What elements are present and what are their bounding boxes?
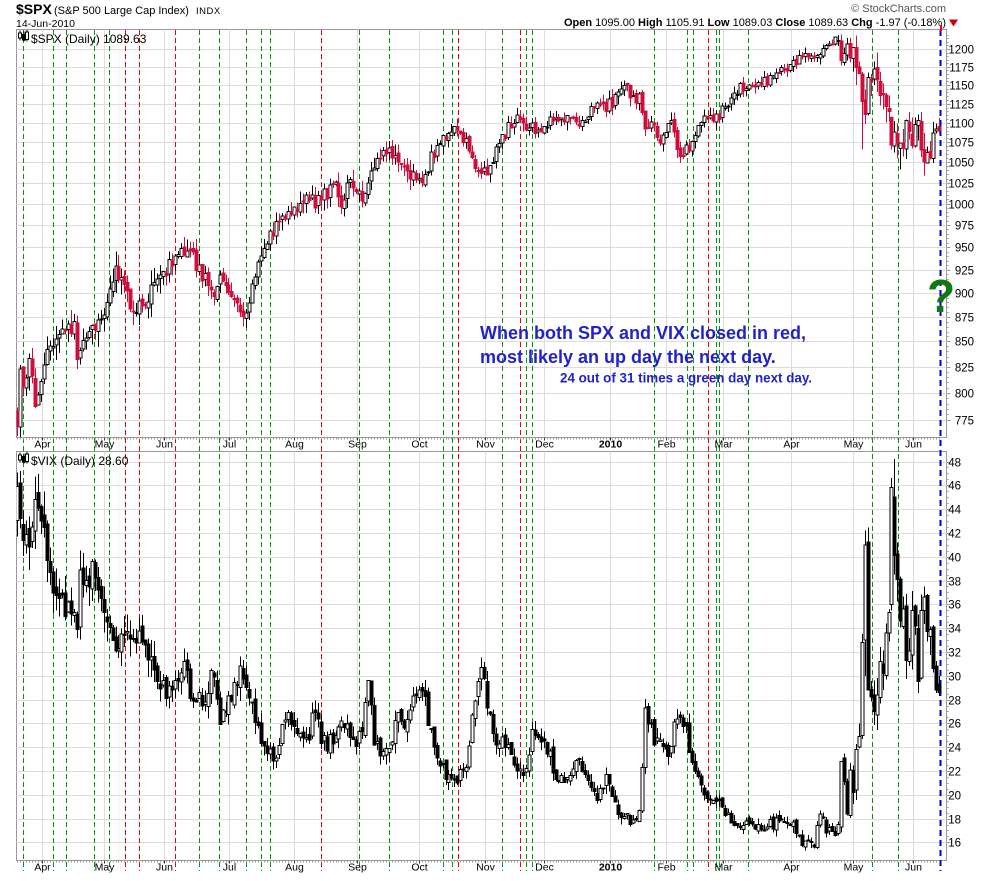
svg-text:1100: 1100 (949, 119, 974, 131)
svg-text:24 out of 31 times a green day: 24 out of 31 times a green day next day. (560, 371, 812, 386)
svg-text:May: May (844, 439, 865, 451)
svg-text:875: 875 (955, 313, 974, 325)
svg-text:28: 28 (948, 696, 961, 708)
svg-text:Nov: Nov (476, 439, 495, 451)
svg-text:36: 36 (948, 600, 961, 612)
svg-text:38: 38 (948, 577, 961, 589)
svg-text:INDX: INDX (196, 6, 221, 17)
svg-text:$SPX: $SPX (16, 1, 52, 17)
svg-text:Apr: Apr (783, 439, 800, 451)
svg-text:Aug: Aug (285, 439, 304, 451)
svg-text:Sep: Sep (348, 862, 367, 874)
svg-text:20: 20 (948, 791, 961, 803)
svg-text:1150: 1150 (949, 81, 974, 93)
svg-text:22: 22 (948, 767, 961, 779)
svg-text:May: May (844, 862, 865, 874)
svg-text:Oct: Oct (411, 862, 427, 874)
svg-text:42: 42 (948, 529, 961, 541)
svg-text:30: 30 (948, 672, 961, 684)
svg-text:?: ? (927, 270, 955, 322)
svg-text:46: 46 (948, 481, 961, 493)
svg-text:Nov: Nov (476, 862, 495, 874)
svg-text:1000: 1000 (948, 200, 974, 212)
svg-text:26: 26 (948, 719, 961, 731)
svg-text:(S&P 500 Large Cap Index): (S&P 500 Large Cap Index) (54, 5, 189, 17)
svg-text:Apr: Apr (34, 862, 51, 874)
svg-text:44: 44 (948, 505, 961, 517)
svg-text:Jun: Jun (905, 439, 922, 451)
svg-text:34: 34 (948, 624, 961, 636)
svg-text:$SPX (Daily) 1089.63: $SPX (Daily) 1089.63 (31, 32, 147, 46)
svg-text:16: 16 (948, 838, 961, 850)
svg-text:800: 800 (955, 389, 974, 401)
svg-text:18: 18 (948, 815, 961, 827)
svg-text:May: May (95, 862, 116, 874)
svg-text:775: 775 (955, 416, 974, 428)
svg-text:14-Jun-2010: 14-Jun-2010 (16, 18, 75, 30)
svg-text:900: 900 (955, 289, 974, 301)
svg-text:Dec: Dec (535, 439, 554, 451)
svg-text:Apr: Apr (783, 862, 800, 874)
svg-text:950: 950 (955, 243, 974, 255)
svg-text:2010: 2010 (599, 862, 623, 874)
svg-text:1125: 1125 (949, 100, 974, 112)
svg-text:24: 24 (948, 743, 961, 755)
svg-text:Open 1095.00 High 1105.91 Low: Open 1095.00 High 1105.91 Low 1089.03 Cl… (564, 17, 946, 29)
svg-text:Jul: Jul (223, 439, 236, 451)
svg-text:Mar: Mar (714, 439, 733, 451)
svg-text:Jun: Jun (905, 862, 922, 874)
svg-text:Aug: Aug (285, 862, 304, 874)
svg-text:Oct: Oct (411, 439, 427, 451)
svg-text:850: 850 (955, 337, 974, 349)
svg-text:Jun: Jun (156, 862, 173, 874)
svg-text:Dec: Dec (535, 862, 554, 874)
svg-text:1200: 1200 (948, 45, 974, 57)
svg-text:Mar: Mar (714, 862, 733, 874)
svg-text:975: 975 (955, 221, 974, 233)
svg-text:Feb: Feb (657, 439, 675, 451)
svg-text:Apr: Apr (34, 439, 51, 451)
svg-text:40: 40 (948, 553, 961, 565)
svg-text:May: May (95, 439, 116, 451)
svg-text:Jul: Jul (223, 862, 236, 874)
svg-text:$VIX (Daily) 28.60: $VIX (Daily) 28.60 (31, 454, 129, 468)
svg-text:When both SPX and VIX closed i: When both SPX and VIX closed in red, (480, 323, 806, 343)
svg-text:© StockCharts.com: © StockCharts.com (851, 3, 946, 15)
svg-text:2010: 2010 (599, 439, 623, 451)
svg-text:Sep: Sep (348, 439, 367, 451)
svg-text:1050: 1050 (948, 158, 974, 170)
svg-text:1075: 1075 (948, 138, 974, 150)
svg-text:1175: 1175 (949, 63, 974, 75)
svg-text:32: 32 (948, 648, 961, 660)
svg-text:most likely an up day the next: most likely an up day the next day. (480, 347, 776, 367)
svg-text:Jun: Jun (156, 439, 173, 451)
svg-text:1025: 1025 (948, 179, 974, 191)
svg-text:825: 825 (955, 363, 974, 375)
svg-text:925: 925 (955, 266, 974, 278)
svg-text:48: 48 (948, 458, 961, 470)
svg-text:Feb: Feb (657, 862, 675, 874)
